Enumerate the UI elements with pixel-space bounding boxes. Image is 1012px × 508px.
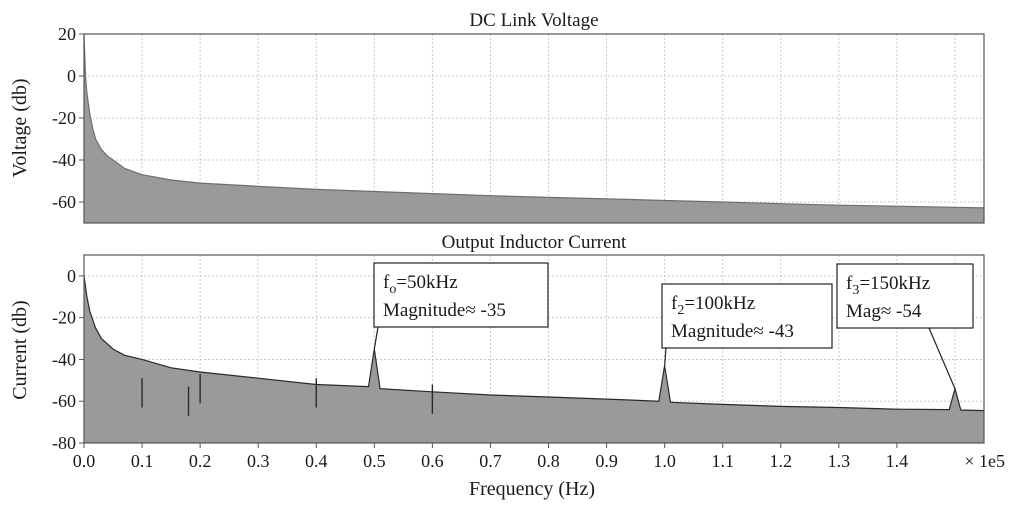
x-tick-label: 0.5 (363, 451, 386, 471)
top-title: DC Link Voltage (469, 10, 598, 31)
bottom-dips (141, 374, 434, 416)
x-tick-label: 0.7 (479, 451, 502, 471)
x-tick-label: 0.3 (247, 451, 270, 471)
y-tick-label: 0 (67, 266, 76, 286)
x-tick-label: 0.1 (131, 451, 154, 471)
bottom-frame (83, 254, 985, 444)
top-frame (83, 33, 985, 224)
annotations: fo=50kHz Magnitude≈ -35 f2=100kHz Magnitude… (373, 262, 974, 389)
y-tick-label: -60 (52, 192, 76, 212)
bottom-x-ticks: 0.0 0.1 0.2 0.3 0.4 0.5 0.6 0.7 0.8 0.9 1.0 1.1 1.2 1… (73, 443, 908, 471)
annotation-freq: f2=100kHz (671, 293, 755, 318)
y-tick-label: -80 (52, 433, 76, 453)
x-axis-label: Frequency (Hz) (469, 478, 595, 500)
annotation-box (373, 262, 549, 328)
annotation-magnitude: Magnitude≈ -35 (383, 300, 506, 321)
y-tick-label: 20 (58, 24, 76, 44)
annotation-box (661, 283, 833, 349)
x-tick-label: 0.2 (189, 451, 212, 471)
annotation-leader (664, 347, 667, 366)
y-tick-label: -40 (52, 150, 76, 170)
x-tick-label: 1.3 (828, 451, 851, 471)
top-area (84, 34, 984, 223)
annotation-box (836, 263, 974, 329)
bottom-y-ticks: 0 -20 -40 -60 -80 (52, 266, 84, 453)
bottom-y-label: Current (db) (9, 300, 31, 399)
x-tick-label: 1.4 (886, 451, 909, 471)
x-tick-label: 0.8 (537, 451, 560, 471)
bottom-line (83, 275, 985, 412)
x-tick-label: 0.9 (595, 451, 618, 471)
x-tick-label: 1.0 (653, 451, 676, 471)
top-y-label: Voltage (db) (9, 78, 31, 177)
annotation-freq: fo=50kHz (383, 272, 458, 297)
y-tick-label: -60 (52, 391, 76, 411)
annotation-magnitude: Magnitude≈ -43 (671, 321, 794, 342)
x-multiplier: × 1e5 (964, 451, 1005, 471)
y-tick-label: -40 (52, 349, 76, 369)
annotation-leader (928, 327, 956, 389)
annotation-magnitude: Mag≈ -54 (846, 301, 922, 322)
y-tick-label: 0 (67, 66, 76, 86)
x-tick-label: 0.0 (73, 451, 96, 471)
x-tick-label: 1.1 (711, 451, 734, 471)
x-tick-label: 0.4 (305, 451, 328, 471)
x-tick-label: 1.2 (770, 451, 793, 471)
annotation-leader (373, 326, 379, 350)
annotation-freq: f3=150kHz (846, 273, 930, 298)
top-line (83, 33, 985, 209)
bottom-title: Output Inductor Current (442, 232, 627, 253)
y-tick-label: -20 (52, 108, 76, 128)
top-y-ticks: 20 0 -20 -40 -60 (52, 24, 84, 212)
x-tick-label: 0.6 (421, 451, 444, 471)
y-tick-label: -20 (52, 308, 76, 328)
bottom-area (84, 275, 984, 443)
